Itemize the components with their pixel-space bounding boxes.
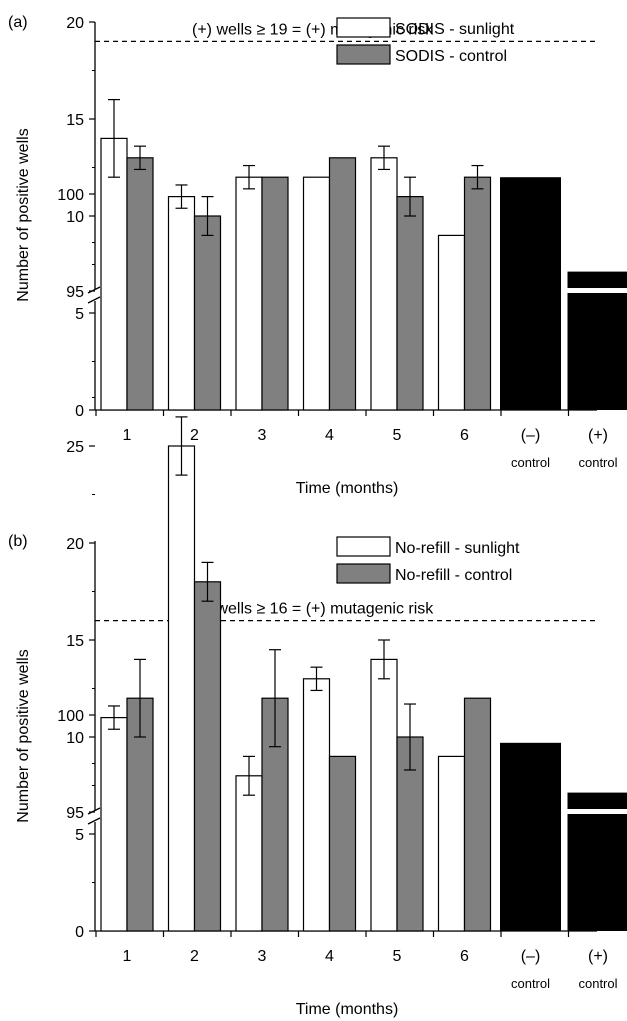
legend-label-control: No-refill - control <box>395 567 512 584</box>
legend-label-sunlight: No-refill - sunlight <box>395 540 520 557</box>
bar-sunlight <box>437 755 466 932</box>
bar-positive-control-upper <box>567 792 627 809</box>
x-tick-label: (+) <box>588 948 608 965</box>
bar-sunlight <box>100 716 128 932</box>
legend-swatch-control <box>336 44 391 65</box>
bar-control <box>193 215 222 411</box>
legend-label-control: SODIS - control <box>395 48 507 65</box>
y-axis-title: Number of positive wells <box>15 128 32 301</box>
bar-control <box>328 157 357 411</box>
x-tick-label: (+) <box>588 427 608 444</box>
bar-negative-control <box>500 742 561 931</box>
bar-positive-control-upper <box>567 271 627 288</box>
axis-break-mark <box>87 807 101 815</box>
y-tick-label: 100 <box>57 708 84 725</box>
bar-sunlight <box>370 157 398 411</box>
axis-break-mark <box>87 296 101 304</box>
y-axis-title: Number of positive wells <box>15 649 32 822</box>
bar-sunlight <box>100 137 128 411</box>
x-tick-label: 5 <box>393 427 402 444</box>
y-tick-label: 95 <box>66 805 84 822</box>
bar-sunlight <box>302 678 331 932</box>
y-tick-label: 5 <box>75 306 84 323</box>
bar-sunlight <box>370 658 398 932</box>
bar-control <box>463 176 492 411</box>
x-tick-label: (–) <box>521 948 541 965</box>
y-tick-label: 0 <box>75 924 84 941</box>
y-tick-label: 100 <box>57 187 84 204</box>
x-tick-label: 2 <box>190 427 199 444</box>
y-tick-label: 20 <box>66 536 84 553</box>
y-tick-label: 10 <box>66 209 84 226</box>
bar-sunlight <box>302 176 331 411</box>
legend-swatch-sunlight <box>336 536 391 557</box>
bar-control <box>463 697 492 932</box>
y-tick-label: 0 <box>75 403 84 420</box>
legend-swatch-control <box>336 563 391 584</box>
axis-break-mark <box>87 817 101 825</box>
bar-sunlight <box>235 775 263 932</box>
panel-label: (a) <box>8 14 28 31</box>
x-sublabel: control <box>578 455 617 470</box>
x-tick-label: 1 <box>123 948 132 965</box>
axis-break-mark <box>87 286 101 294</box>
y-tick-label: 10 <box>66 730 84 747</box>
x-tick-label: 2 <box>190 948 199 965</box>
bar-sunlight <box>167 445 196 932</box>
bar-control <box>396 196 424 411</box>
legend-swatch-sunlight <box>336 17 391 38</box>
x-tick-label: 4 <box>325 948 334 965</box>
y-tick-label: 20 <box>66 15 84 32</box>
bar-control <box>126 157 154 411</box>
bar-control <box>328 755 357 932</box>
bar-positive-control-lower <box>567 293 627 410</box>
x-axis-title: Time (months) <box>296 480 399 497</box>
y-tick-label: 5 <box>75 827 84 844</box>
bar-control <box>193 581 222 932</box>
x-tick-label: 3 <box>258 427 267 444</box>
x-sublabel: control <box>578 976 617 991</box>
bar-positive-control-lower <box>567 814 627 931</box>
legend-label-sunlight: SODIS - sunlight <box>395 21 515 38</box>
x-sublabel: control <box>511 976 550 991</box>
bar-control <box>261 176 289 411</box>
panel-label: (b) <box>8 533 28 550</box>
x-tick-label: (–) <box>521 427 541 444</box>
bar-sunlight <box>437 234 466 411</box>
x-tick-label: 6 <box>460 948 469 965</box>
x-tick-label: 3 <box>258 948 267 965</box>
x-tick-label: 5 <box>393 948 402 965</box>
bar-sunlight <box>167 196 196 411</box>
bar-sunlight <box>235 176 263 411</box>
y-tick-label: 25 <box>66 439 84 456</box>
threshold-label: (+) wells ≥ 16 = (+) mutagenic risk <box>192 601 434 618</box>
x-tick-label: 6 <box>460 427 469 444</box>
y-tick-label: 15 <box>66 633 84 650</box>
bar-negative-control <box>500 177 561 410</box>
x-tick-label: 4 <box>325 427 334 444</box>
x-sublabel: control <box>511 455 550 470</box>
x-axis-title: Time (months) <box>296 1001 399 1018</box>
y-tick-label: 15 <box>66 112 84 129</box>
y-tick-label: 95 <box>66 284 84 301</box>
x-tick-label: 1 <box>123 427 132 444</box>
